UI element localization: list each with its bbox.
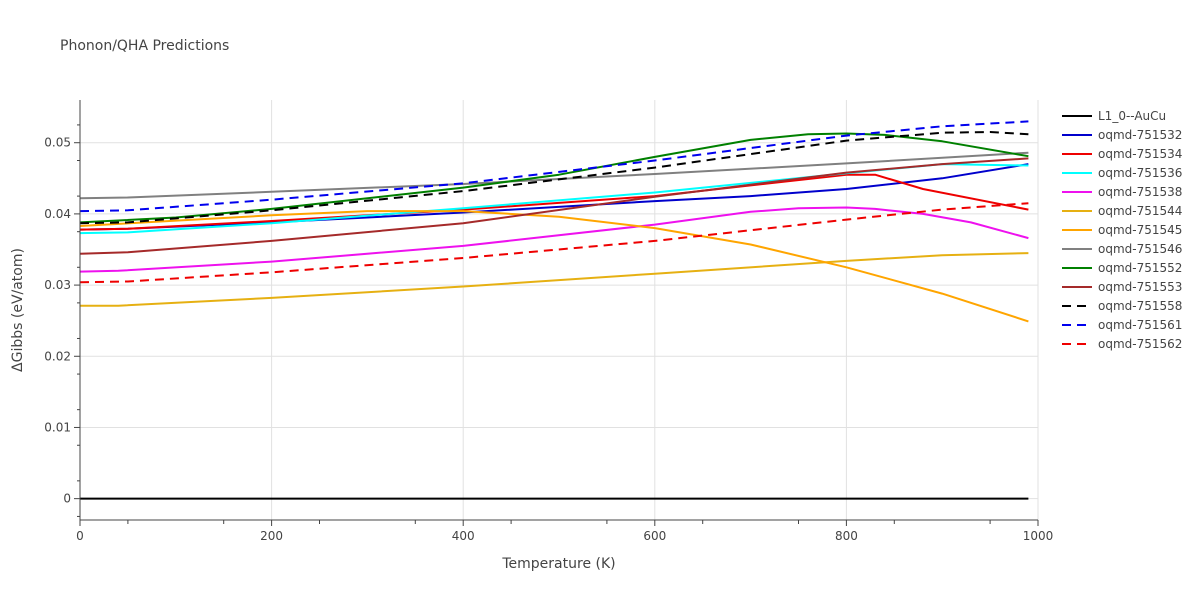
y-tick-label: 0.04 xyxy=(44,207,71,221)
legend-label: oqmd-751536 xyxy=(1098,166,1182,180)
series-line-oqmd-751553[interactable] xyxy=(79,157,1029,255)
series-line-oqmd-751546[interactable] xyxy=(79,151,1029,200)
legend-label: oqmd-751544 xyxy=(1098,204,1182,218)
y-tick-label: 0.01 xyxy=(44,420,71,434)
legend-label: oqmd-751562 xyxy=(1098,337,1182,351)
legend-item-oqmd-751558[interactable]: oqmd-751558 xyxy=(1062,299,1182,313)
chart-title: Phonon/QHA Predictions xyxy=(60,38,229,54)
series-line-oqmd-751532[interactable] xyxy=(79,163,1029,231)
series-line-oqmd-751534[interactable] xyxy=(79,173,1029,231)
series-layer xyxy=(79,120,1029,500)
y-tick-label: 0.02 xyxy=(44,349,71,363)
legend-item-L1_0--AuCu[interactable]: L1_0--AuCu xyxy=(1062,109,1166,123)
y-tick-label: 0.05 xyxy=(44,136,71,150)
x-tick-label: 600 xyxy=(643,529,666,543)
series-line-oqmd-751561[interactable] xyxy=(79,120,1029,213)
x-axis-title: Temperature (K) xyxy=(501,556,615,572)
legend-item-oqmd-751534[interactable]: oqmd-751534 xyxy=(1062,147,1182,161)
legend-item-oqmd-751536[interactable]: oqmd-751536 xyxy=(1062,166,1182,180)
legend-label: oqmd-751553 xyxy=(1098,280,1182,294)
y-tick-label: 0.03 xyxy=(44,278,71,292)
series-line-oqmd-751562[interactable] xyxy=(79,202,1029,284)
legend-item-oqmd-751552[interactable]: oqmd-751552 xyxy=(1062,261,1182,275)
legend-label: oqmd-751546 xyxy=(1098,242,1182,256)
series-line-oqmd-751558[interactable] xyxy=(79,131,1029,225)
legend-item-oqmd-751532[interactable]: oqmd-751532 xyxy=(1062,128,1182,142)
legend-label: oqmd-751532 xyxy=(1098,128,1182,142)
x-tick-label: 0 xyxy=(76,529,84,543)
legend-item-oqmd-751538[interactable]: oqmd-751538 xyxy=(1062,185,1182,199)
legend-label: L1_0--AuCu xyxy=(1098,109,1166,123)
x-tick-label: 400 xyxy=(452,529,475,543)
legend[interactable]: L1_0--AuCu oqmd-751532 oqmd-751534 oqmd-751… xyxy=(1062,109,1182,351)
legend-label: oqmd-751534 xyxy=(1098,147,1182,161)
x-tick-label: 1000 xyxy=(1023,529,1054,543)
series-line-oqmd-751552[interactable] xyxy=(79,132,1029,224)
legend-item-oqmd-751562[interactable]: oqmd-751562 xyxy=(1062,337,1182,351)
x-tick-label: 200 xyxy=(260,529,283,543)
legend-item-oqmd-751561[interactable]: oqmd-751561 xyxy=(1062,318,1182,332)
axes: 0 200 400 600 800 1000 0 0.01 0.02 0.03 0.04 0.05 xyxy=(44,100,1053,543)
legend-label: oqmd-751538 xyxy=(1098,185,1182,199)
legend-label: oqmd-751552 xyxy=(1098,261,1182,275)
x-tick-label: 800 xyxy=(835,529,858,543)
legend-item-oqmd-751546[interactable]: oqmd-751546 xyxy=(1062,242,1182,256)
series-line-oqmd-751538[interactable] xyxy=(79,206,1029,273)
legend-item-oqmd-751545[interactable]: oqmd-751545 xyxy=(1062,223,1182,237)
grid xyxy=(80,100,1039,520)
legend-item-oqmd-751544[interactable]: oqmd-751544 xyxy=(1062,204,1182,218)
legend-item-oqmd-751553[interactable]: oqmd-751553 xyxy=(1062,280,1182,294)
series-line-oqmd-751544[interactable] xyxy=(80,252,1029,307)
y-axis-title: ΔGibbs (eV/atom) xyxy=(10,248,26,372)
legend-label: oqmd-751561 xyxy=(1098,318,1182,332)
legend-label: oqmd-751558 xyxy=(1098,299,1182,313)
legend-label: oqmd-751545 xyxy=(1098,223,1182,237)
series-line-oqmd-751545[interactable] xyxy=(79,210,1029,323)
y-tick-label: 0 xyxy=(63,492,71,506)
